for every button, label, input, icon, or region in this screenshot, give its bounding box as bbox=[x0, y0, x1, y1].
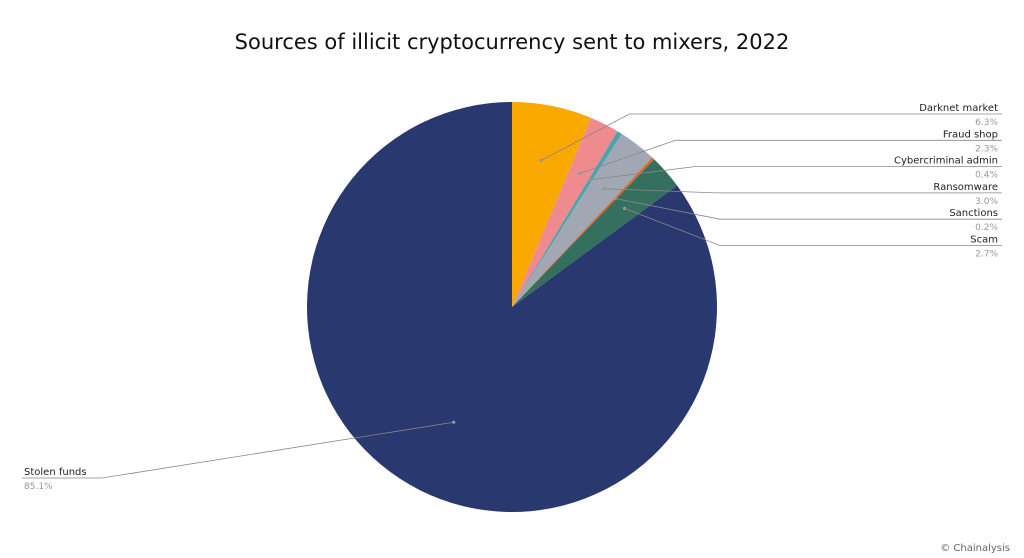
slice-labels: Darknet market 6.3%Fraud shop 2.3% Cybercri… bbox=[24, 103, 998, 492]
pie-slice-darknet-market bbox=[512, 102, 592, 307]
pie-slice-ransomware bbox=[512, 133, 653, 307]
slice-label-stolen-funds: Stolen funds bbox=[24, 467, 87, 478]
slice-value-darknet-market: 6.3% bbox=[975, 118, 998, 128]
leader-line-sanctions bbox=[615, 198, 1002, 220]
leader-line-scam bbox=[624, 208, 1002, 246]
slice-label-ransomware: Ransomware bbox=[933, 182, 998, 193]
pie-slice-sanctions bbox=[512, 157, 655, 307]
leader-lines bbox=[22, 113, 1002, 479]
slice-label-fraud-shop: Fraud shop bbox=[943, 129, 998, 140]
slice-value-stolen-funds: 85.1% bbox=[24, 482, 53, 492]
pie-slice-stolen-funds bbox=[307, 102, 717, 513]
pie-slice-scam bbox=[512, 159, 678, 307]
pie-slices bbox=[307, 102, 717, 513]
slice-label-sanctions: Sanctions bbox=[949, 208, 998, 219]
leader-line-fraud-shop bbox=[579, 139, 1002, 174]
pie-slice-cybercriminal-admin bbox=[512, 131, 622, 307]
slice-label-darknet-market: Darknet market bbox=[919, 103, 998, 114]
slice-value-scam: 2.7% bbox=[975, 250, 998, 260]
leader-line-cybercriminal-admin bbox=[590, 166, 1002, 181]
slice-label-scam: Scam bbox=[970, 235, 998, 246]
chart-title: Sources of illicit cryptocurrency sent t… bbox=[234, 30, 790, 54]
leader-line-stolen-funds bbox=[22, 421, 454, 479]
slice-label-cybercriminal-admin: Cybercriminal admin bbox=[894, 156, 998, 167]
leader-line-darknet-market bbox=[541, 113, 1002, 161]
pie-slice-fraud-shop bbox=[512, 117, 618, 308]
slice-value-fraud-shop: 2.3% bbox=[975, 144, 998, 154]
slice-value-ransomware: 3.0% bbox=[975, 197, 998, 207]
slice-value-cybercriminal-admin: 0.4% bbox=[975, 171, 998, 181]
source-credit: © Chainalysis bbox=[940, 543, 1010, 554]
slice-value-sanctions: 0.2% bbox=[975, 223, 998, 233]
leader-line-ransomware bbox=[603, 188, 1002, 194]
